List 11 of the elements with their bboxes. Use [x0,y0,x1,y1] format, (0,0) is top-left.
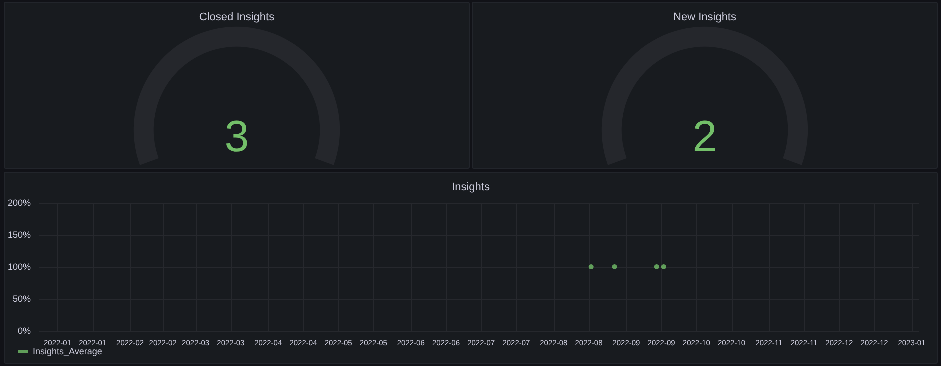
text: 3 [224,112,250,162]
text: 2 [692,112,718,162]
y-tick-label: 150% [8,230,32,240]
y-tick-label: 200% [8,198,32,208]
legend-label: Insights_Average [33,346,102,356]
text: Closed Insights [199,12,276,24]
y-tick-label: 0% [18,326,32,336]
text: New Insights [674,12,737,24]
y-tick-label: 50% [13,294,32,304]
y-tick-label: 100% [8,262,32,272]
chart-title: Insights [452,182,490,194]
